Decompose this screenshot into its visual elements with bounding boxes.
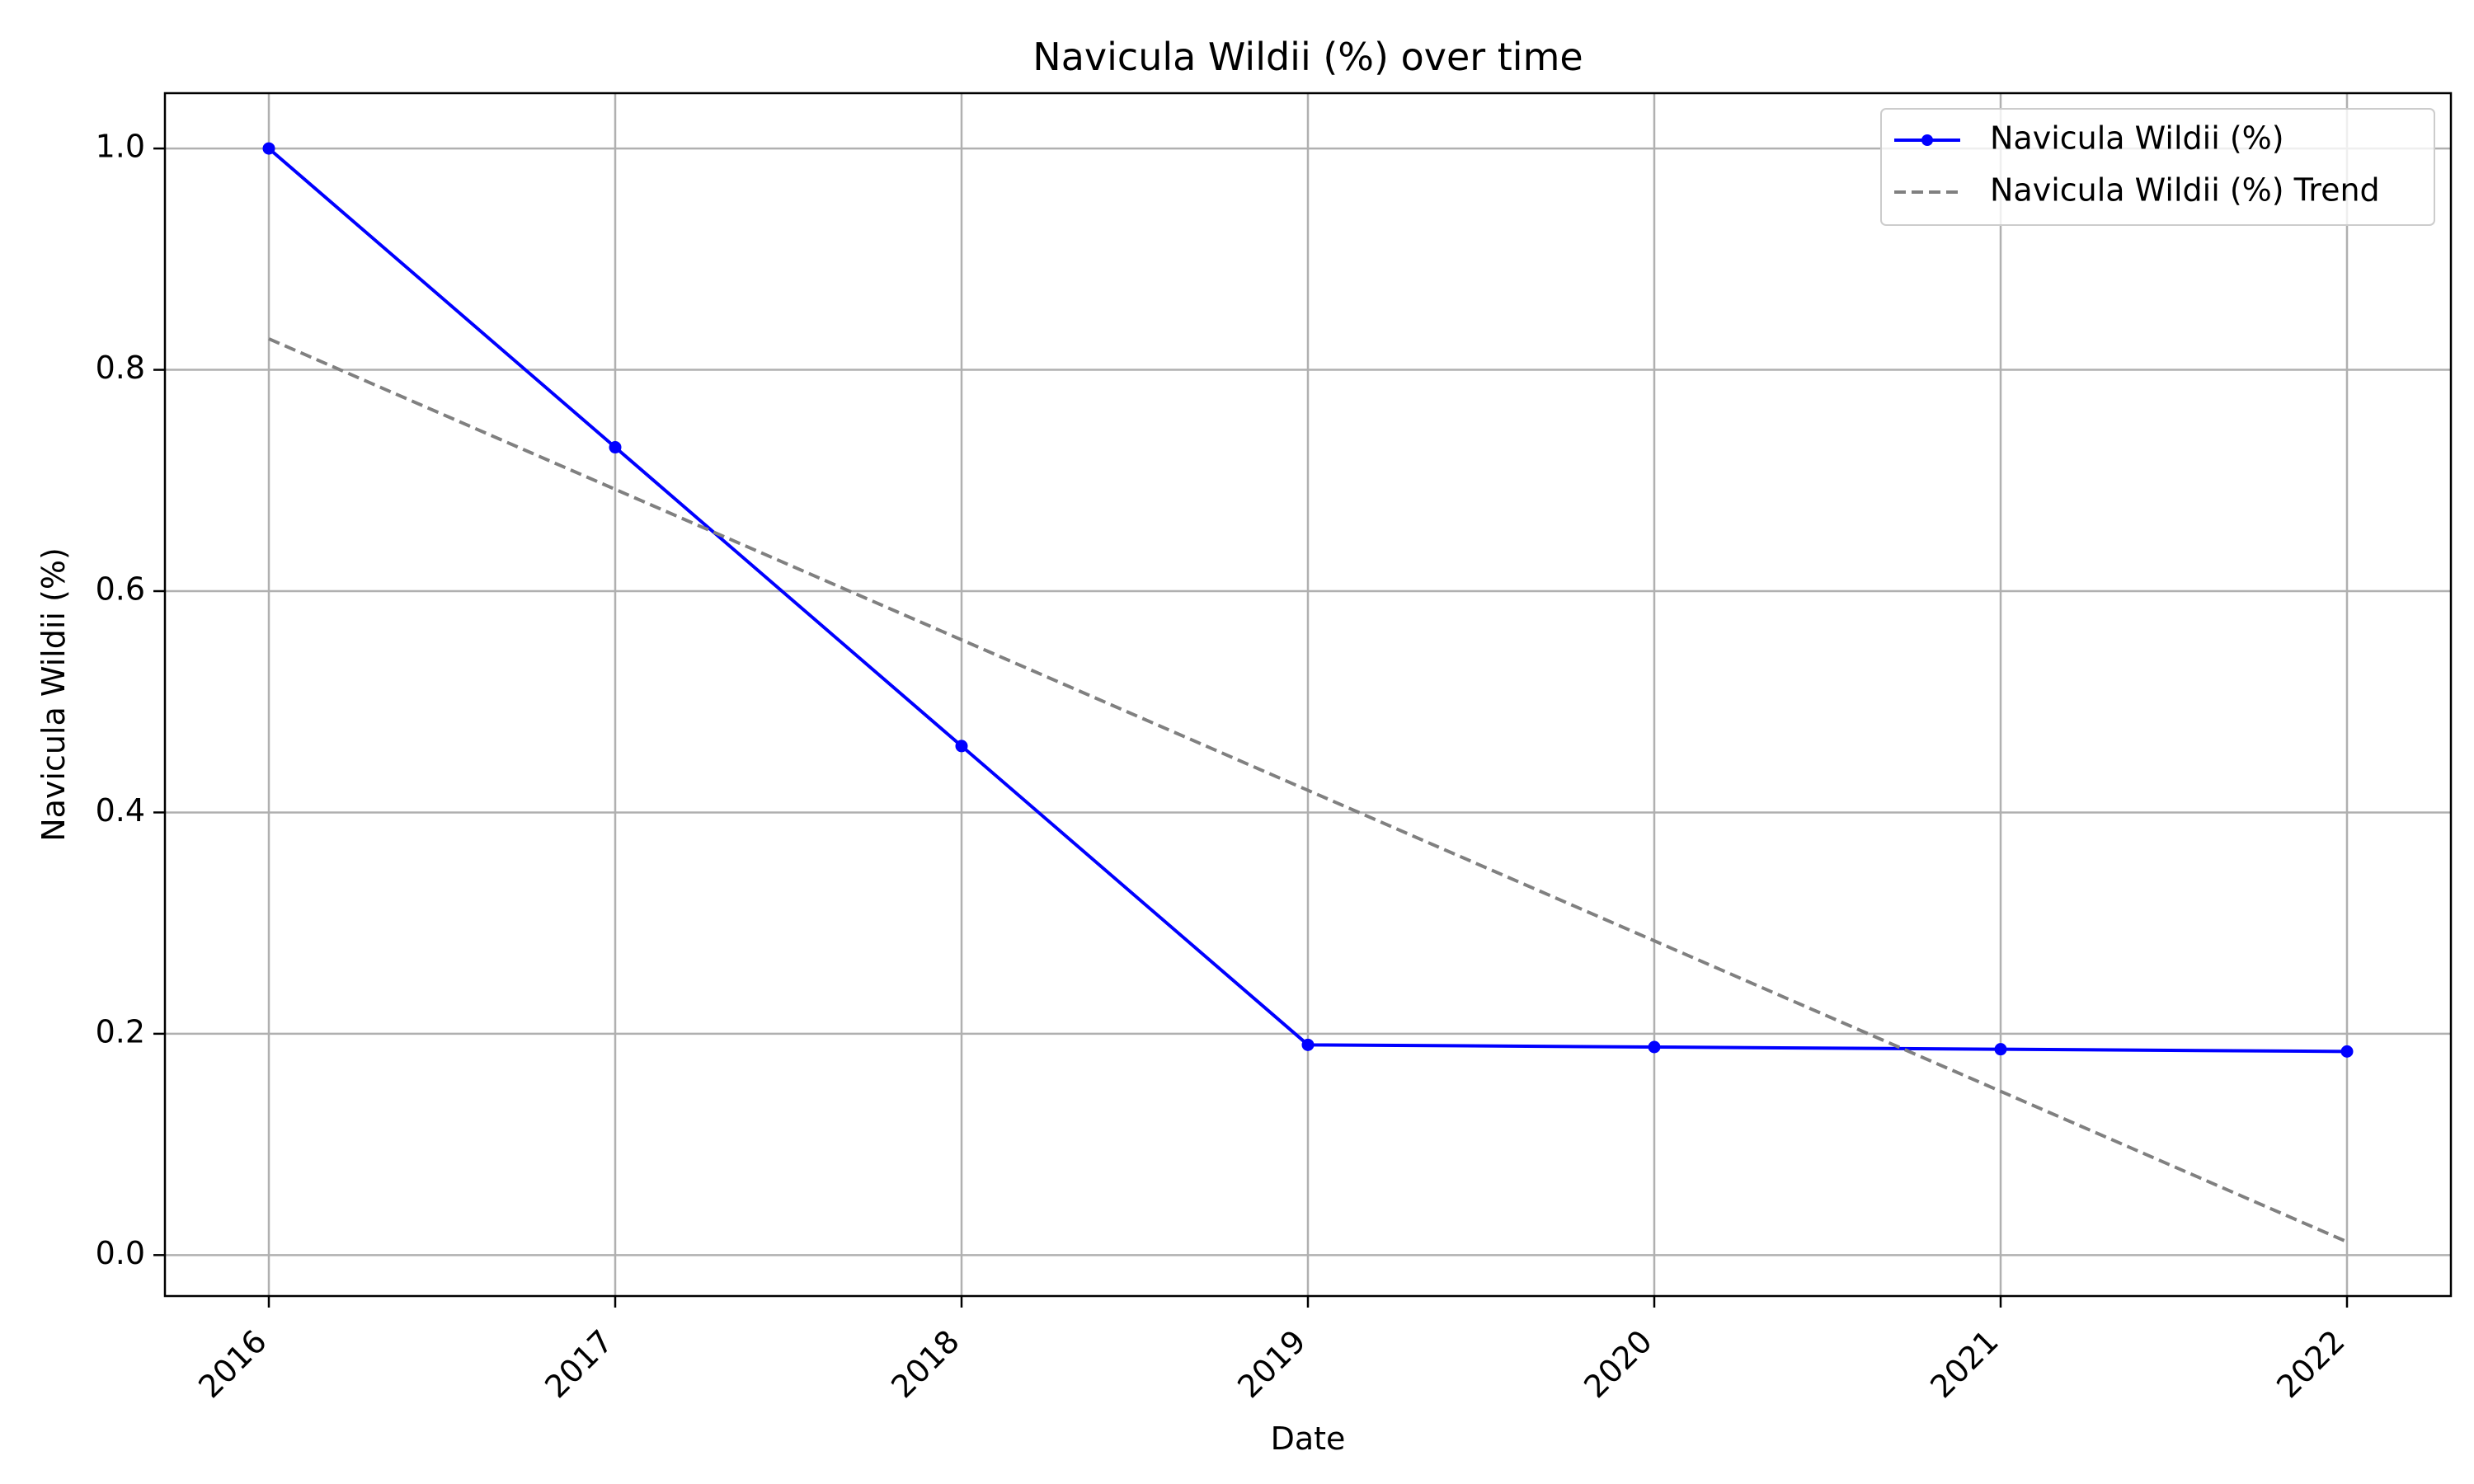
- data-point: [2340, 1045, 2354, 1058]
- data-point: [1994, 1043, 2007, 1056]
- grid-lines: [165, 93, 2451, 1296]
- data-point: [609, 441, 622, 454]
- data-point: [955, 740, 968, 753]
- y-tick-label: 0.2: [96, 1013, 145, 1050]
- series-lines: [262, 142, 2354, 1244]
- y-tick-label: 1.0: [96, 129, 145, 165]
- y-tick-label: 0.4: [96, 792, 145, 829]
- legend-label-series: Navicula Wildii (%): [1990, 120, 2284, 157]
- legend-box: [1880, 108, 2435, 226]
- chart-title: Navicula Wildii (%) over time: [1032, 35, 1583, 79]
- legend-marker-series: [1921, 134, 1933, 146]
- legend-label-trend: Navicula Wildii (%) Trend: [1990, 172, 2380, 209]
- data-point: [1648, 1040, 1661, 1054]
- data-point: [1301, 1038, 1315, 1051]
- y-tick-label: 0.8: [96, 350, 145, 386]
- trend-line: [268, 337, 2348, 1244]
- data-point: [262, 142, 275, 155]
- y-axis-label: Navicula Wildii (%): [35, 547, 72, 842]
- y-tick-label: 0.0: [96, 1235, 145, 1271]
- legend: Navicula Wildii (%) Navicula Wildii (%) …: [1880, 108, 2435, 226]
- x-axis-label: Date: [1271, 1421, 1346, 1457]
- y-tick-label: 0.6: [96, 571, 145, 608]
